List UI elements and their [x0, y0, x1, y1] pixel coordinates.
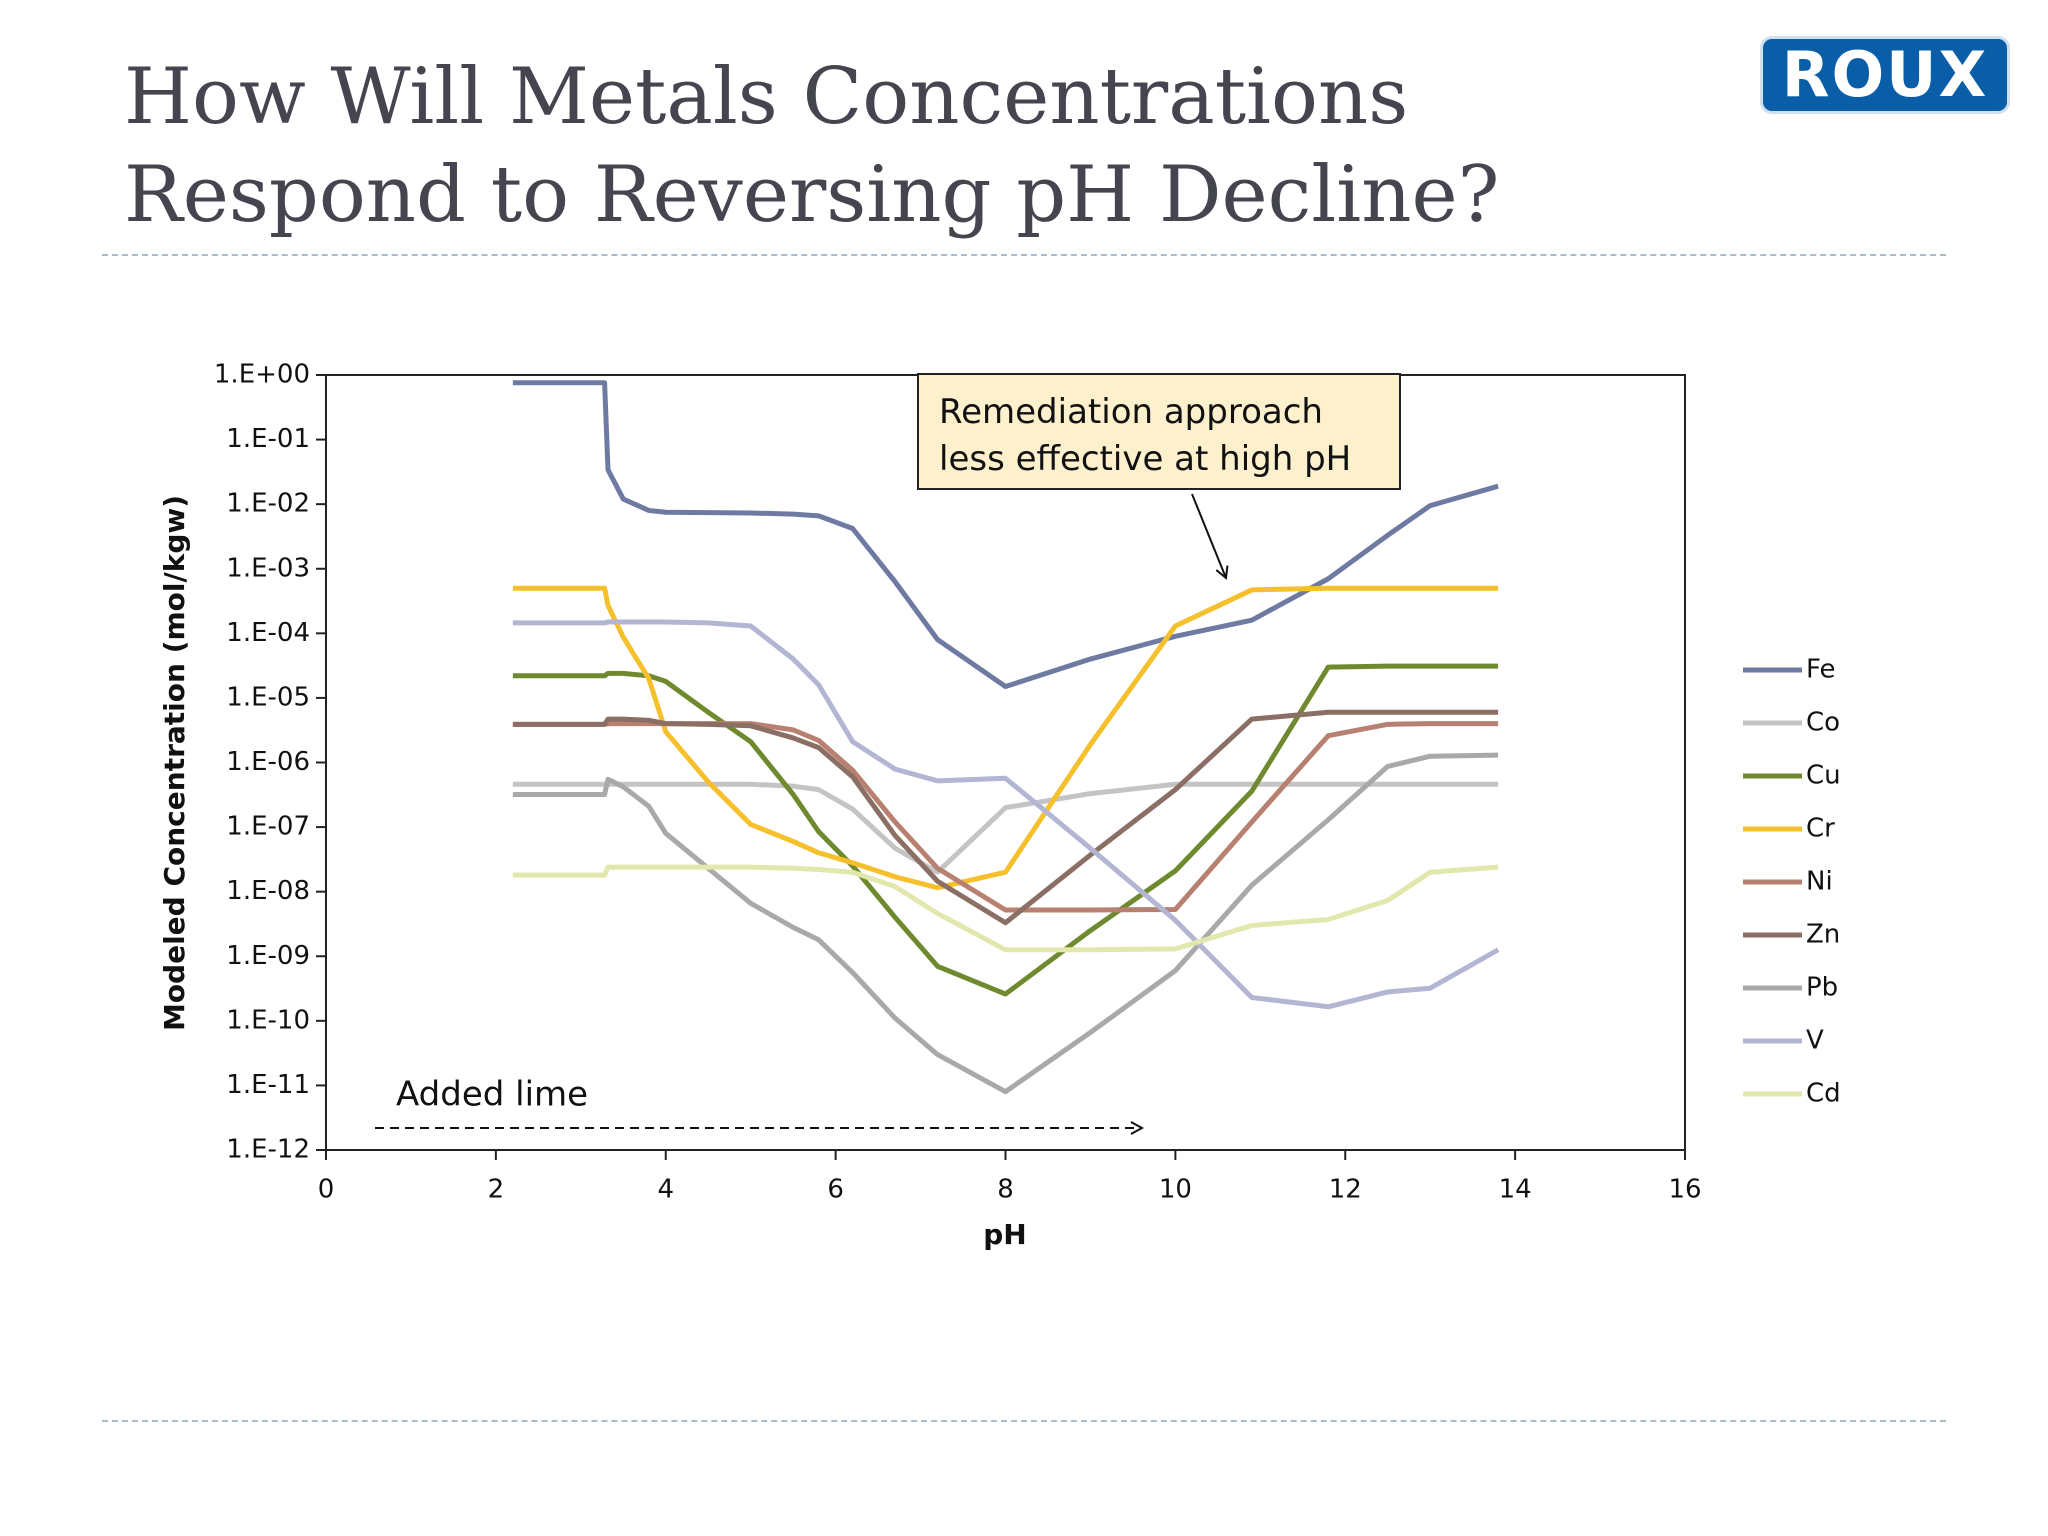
y-tick-label: 1.E-07: [226, 812, 310, 842]
y-tick-label: 1.E-03: [226, 553, 310, 583]
annotation-arrow: [1191, 493, 1226, 578]
y-axis-title: Modeled Concentration (mol/kgw): [158, 495, 191, 1031]
x-tick-label: 4: [657, 1175, 674, 1205]
y-tick-label: 1.E-12: [226, 1135, 310, 1165]
legend-label: Cu: [1806, 761, 1841, 791]
data-line: [512, 864, 1499, 953]
y-tick-label: 1.E-05: [226, 682, 310, 712]
x-axis-title: pH: [983, 1218, 1026, 1251]
annotation: Added lime: [396, 1075, 588, 1115]
slide-title: How Will Metals Concentrations Respond t…: [124, 52, 1500, 240]
data-line: [512, 380, 1499, 690]
y-tick-label: 1.E-08: [226, 876, 310, 906]
y-tick-label: 1.E+00: [214, 360, 310, 390]
data-line: [512, 619, 1500, 1010]
x-tick-label: 6: [827, 1175, 844, 1205]
data-line: [512, 721, 1499, 913]
y-tick-label: 1.E-02: [226, 489, 310, 519]
legend-label: Cr: [1806, 814, 1835, 844]
y-tick-label: 1.E-04: [226, 618, 310, 648]
legend-label: Zn: [1806, 920, 1840, 950]
logo: ROUX: [1760, 36, 2010, 114]
legend-label: Pb: [1806, 973, 1838, 1003]
y-tick-label: 1.E-06: [226, 747, 310, 777]
data-line: [512, 663, 1499, 997]
legend-label: Ni: [1806, 867, 1833, 897]
x-tick-label: 12: [1329, 1175, 1362, 1205]
y-tick-label: 1.E-01: [226, 424, 310, 454]
divider: [102, 254, 1946, 256]
legend-label: Co: [1806, 708, 1840, 738]
legend-label: Cd: [1806, 1079, 1841, 1109]
data-line: [512, 585, 1499, 891]
divider: [102, 1420, 1946, 1422]
y-tick-label: 1.E-10: [226, 1005, 310, 1035]
legend-label: V: [1806, 1026, 1824, 1056]
data-line: [512, 752, 1499, 1095]
x-tick-label: 14: [1499, 1175, 1532, 1205]
x-tick-label: 10: [1159, 1175, 1192, 1205]
x-tick-label: 16: [1668, 1175, 1701, 1205]
data-line: [512, 781, 1499, 875]
x-tick-label: 0: [318, 1175, 335, 1205]
y-tick-label: 1.E-11: [226, 1070, 310, 1100]
x-tick-label: 8: [997, 1175, 1014, 1205]
data-line: [512, 709, 1499, 926]
annotation-box: Remediation approach less effective at h…: [917, 373, 1401, 490]
legend-label: Fe: [1806, 655, 1836, 685]
x-tick-label: 2: [488, 1175, 505, 1205]
y-tick-label: 1.E-09: [226, 941, 310, 971]
